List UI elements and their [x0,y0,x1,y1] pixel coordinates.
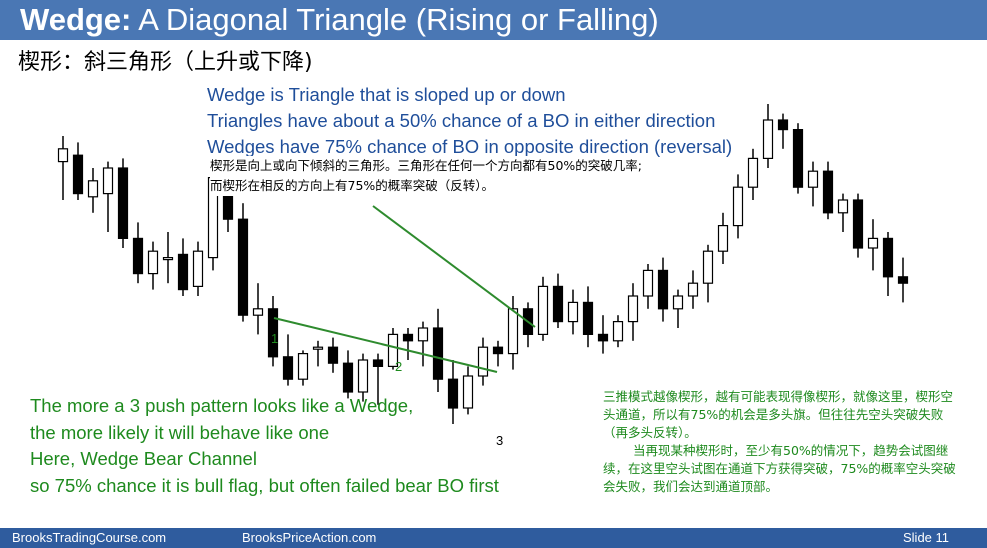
bear-candle [882,237,894,278]
footer-bar: BrooksTradingCourse.com BrooksPriceActio… [0,528,987,548]
candles-group [57,104,909,424]
bullet-line: Triangles have about a 50% chance of a B… [207,110,716,131]
bull-candle [297,353,309,380]
bull-candle [87,180,99,198]
bear-candle [342,362,354,393]
bear-candle [897,276,909,284]
bear-candle [72,154,84,195]
bull-candle [252,308,264,316]
english-bullets: Wedge is Triangle that is sloped up or d… [207,82,732,160]
push-label-1: 1 [271,331,278,346]
wedge-upper-line [372,205,536,328]
bear-candle [792,129,804,188]
slide-title-rest: A Diagonal Triangle (Rising or Falling) [131,2,659,37]
bull-candle [537,285,549,335]
bull-candle [612,321,624,342]
bull-candle [507,308,519,355]
bull-candle [387,333,399,367]
slide-title: Wedge: A Diagonal Triangle (Rising or Fa… [20,2,659,38]
bullet-line: Wedge is Triangle that is sloped up or d… [207,84,566,105]
bear-candle [597,333,609,342]
bear-candle [492,346,504,355]
bull-candle [717,225,729,252]
bull-candle [102,167,114,195]
cn-paragraph: 当再现某种楔形时，至少有50%的情况下，趋势会试图继续，在这里空头试图在通道下方… [603,443,956,494]
bear-candle [327,346,339,364]
bull-candle [567,301,579,323]
cn-note-line: 楔形是向上或向下倾斜的三角形。三角形在任何一个方向都有50%的突破几率; [210,158,642,173]
cn-paragraph: 三推模式越像楔形，越有可能表现得像楔形，就像这里，楔形空头通道，所以有75%的机… [603,389,954,440]
bear-candle [177,253,189,291]
bear-candle [402,333,414,342]
wedge-lower-line [273,317,498,373]
english-note-bottom: The more a 3 push pattern looks like a W… [30,393,499,499]
bear-candle [657,269,669,310]
bear-candle [447,378,459,409]
bull-candle [462,375,474,409]
bull-candle [867,237,879,249]
bear-candle [267,308,279,358]
footer-center-link[interactable]: BrooksPriceAction.com [242,530,377,545]
bull-candle [732,186,744,227]
bear-candle [777,119,789,131]
bull-candle [417,327,429,342]
bull-candle [627,295,639,323]
bear-candle [237,218,249,316]
push-label-3: 3 [496,433,503,448]
slide-title-bold: Wedge: [20,2,132,37]
bull-candle [642,269,654,297]
bull-candle [162,257,174,261]
note-line: Here, Wedge Bear Channel [30,448,257,469]
bullet-line: Wedges have 75% chance of BO in opposite… [207,136,733,157]
bear-candle [822,170,834,214]
bull-candle [147,250,159,275]
bull-candle [762,119,774,160]
bull-candle [672,295,684,310]
slide-number-value: 11 [935,530,950,545]
bull-candle [807,170,819,188]
bear-candle [432,327,444,380]
bear-candle [852,199,864,249]
note-line: the more likely it will behave like one [30,421,330,443]
slide-number: Slide 11 [903,530,949,545]
chinese-note-top: 楔形是向上或向下倾斜的三角形。三角形在任何一个方向都有50%的突破几率; 而楔形… [210,156,642,196]
bear-candle [117,167,129,240]
bull-candle [687,282,699,297]
bear-candle [372,359,384,368]
bull-candle [477,346,489,377]
bull-candle [312,346,324,350]
bull-candle [57,148,69,163]
bull-candle [837,199,849,214]
bull-candle [747,157,759,188]
bear-candle [282,356,294,380]
note-line: The more a 3 push pattern looks like a W… [30,395,414,416]
bear-candle [552,285,564,323]
bear-candle [132,237,144,275]
bear-candle [582,301,594,335]
chinese-note-bottom: 三推模式越像楔形，越有可能表现得像楔形，就像这里，楔形空头通道，所以有75%的机… [603,388,963,496]
slide-label: Slide [903,530,932,545]
cn-note-line: 而楔形在相反的方向上有75%的概率突破（反转）。 [210,178,495,193]
title-bar [0,0,987,40]
bull-candle [192,250,204,287]
bull-candle [357,359,369,393]
bull-candle [702,250,714,284]
push-label-2: 2 [395,359,402,374]
note-line: so 75% chance it is bull flag, but often… [30,474,499,496]
slide-subtitle-cn: 楔形：斜三角形（上升或下降) [18,50,313,75]
footer-left-link[interactable]: BrooksTradingCourse.com [12,530,167,545]
